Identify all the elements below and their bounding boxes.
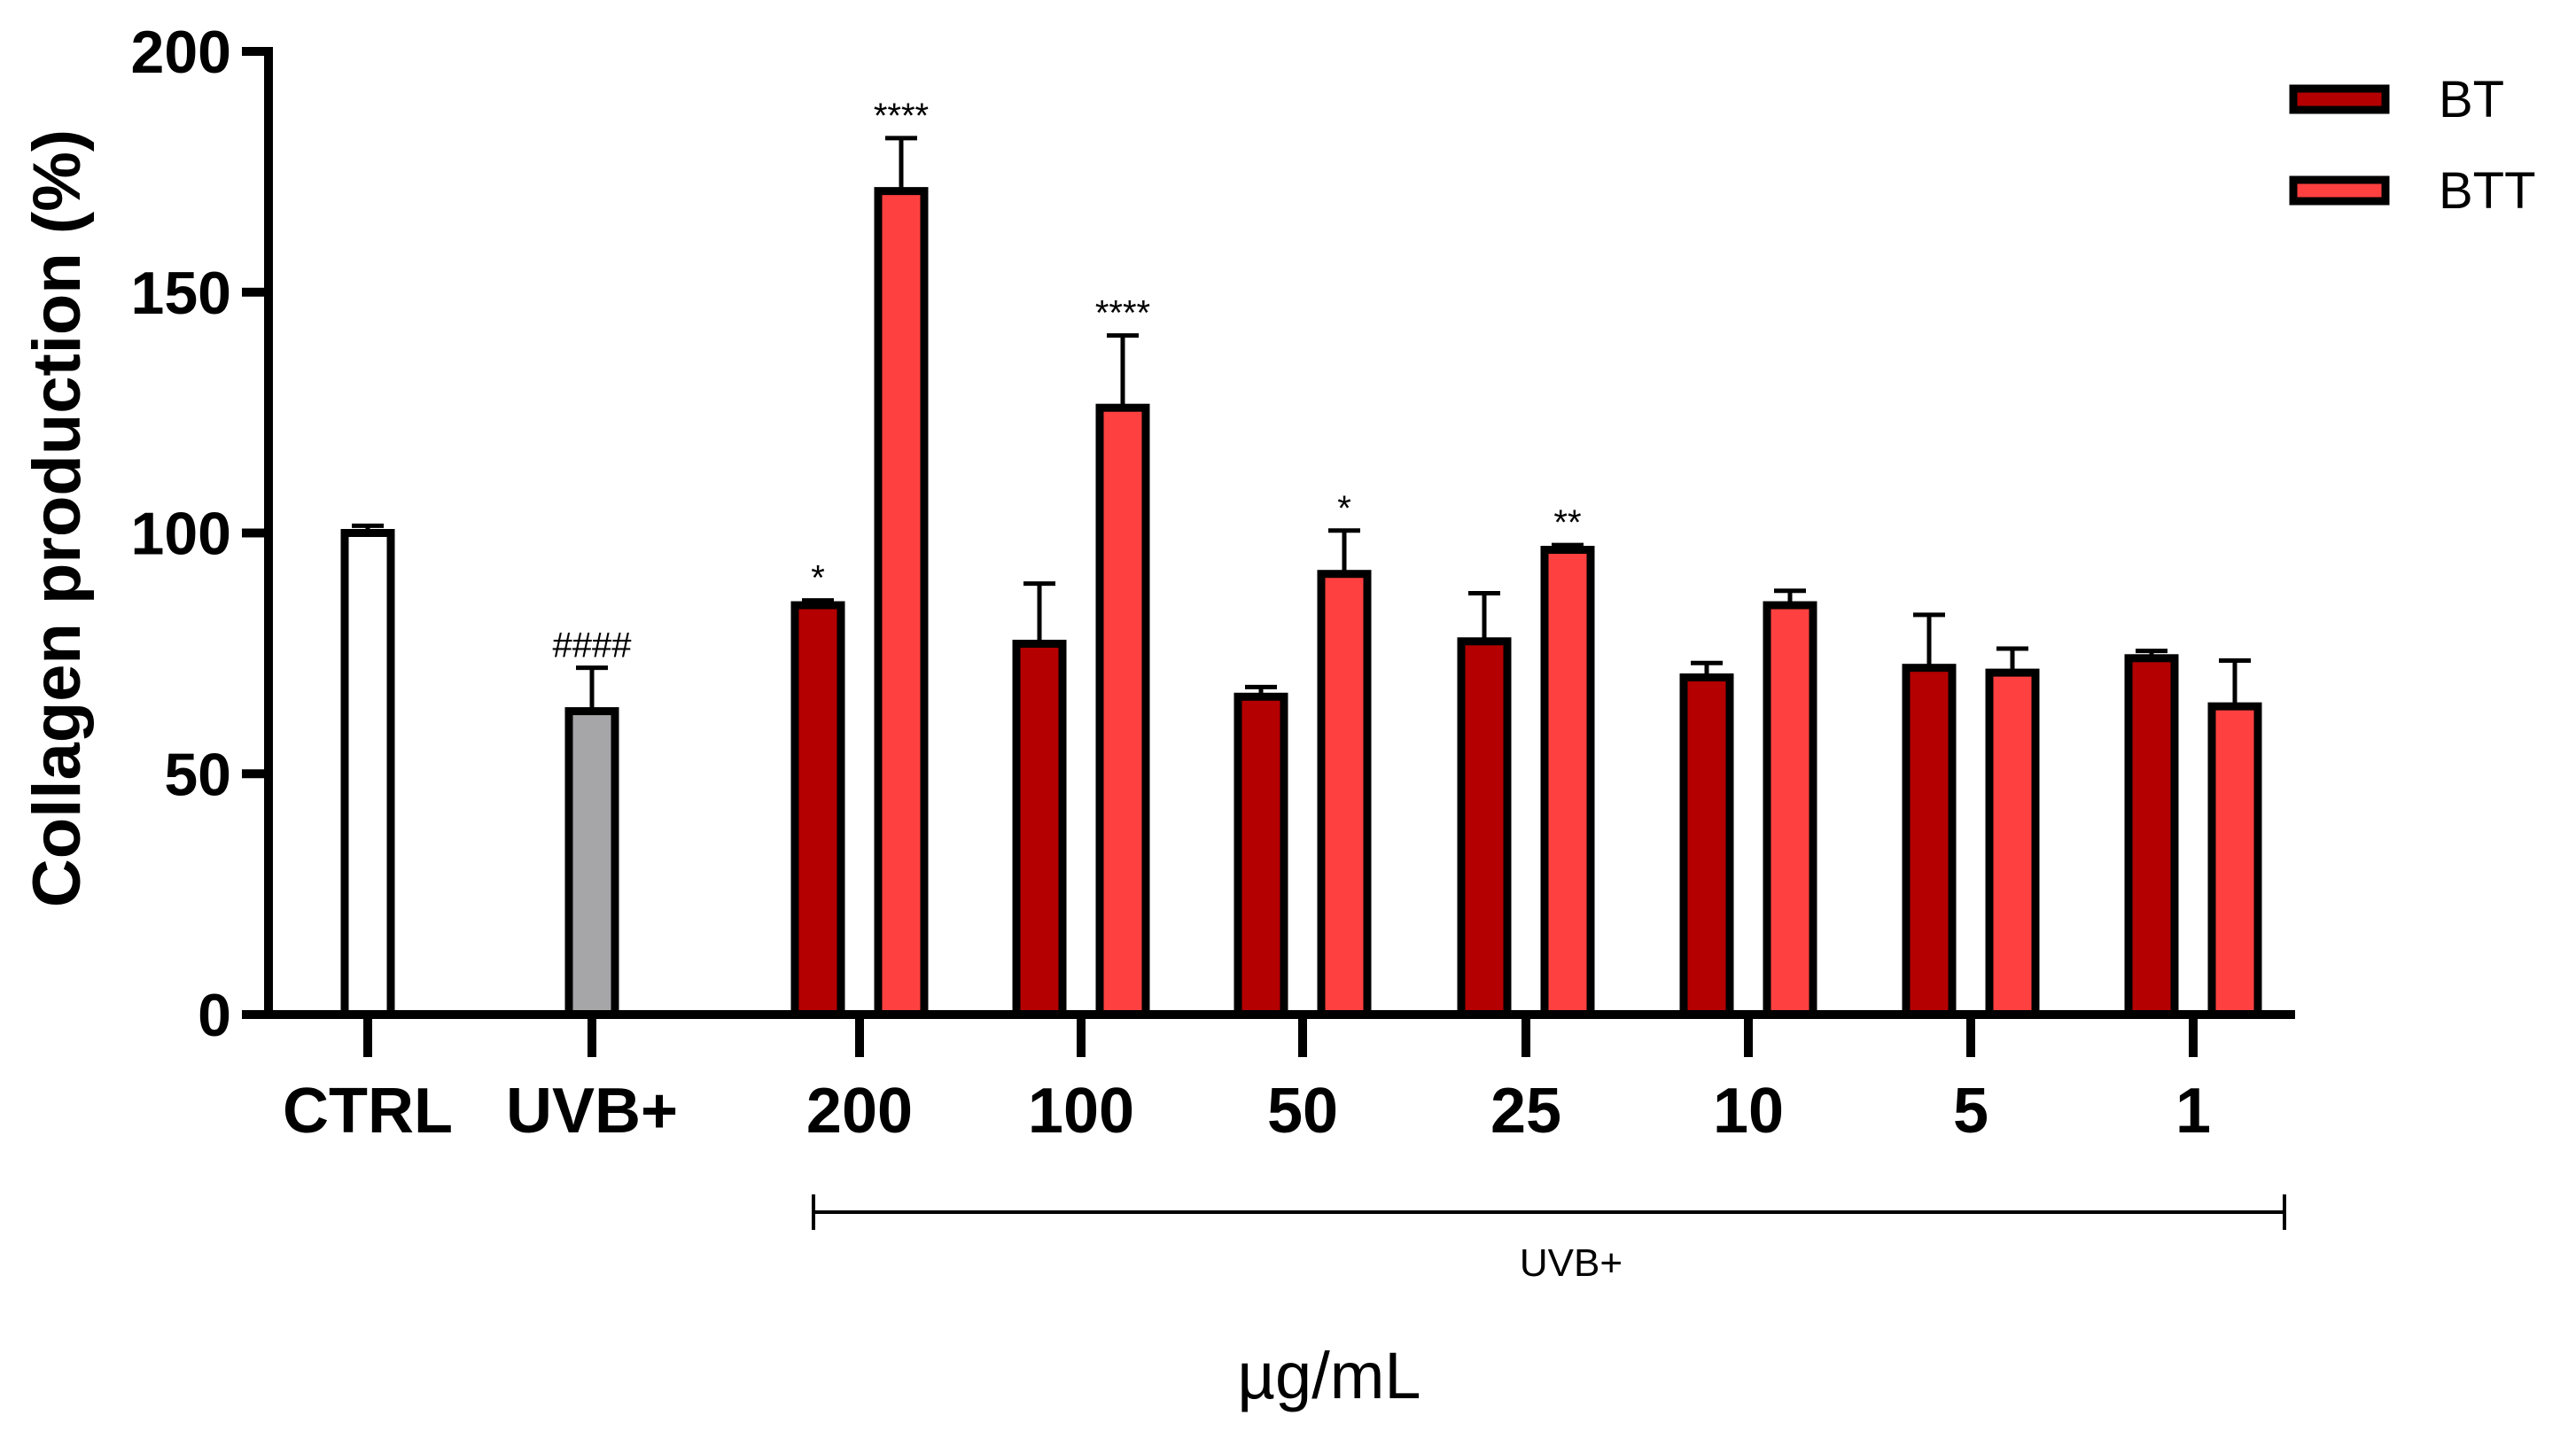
x-tick-label-25: 25 <box>1490 1076 1561 1147</box>
bar-bt-5 <box>1902 664 1957 1019</box>
x-tick-label-5: 5 <box>1953 1076 1988 1147</box>
legend-label-btt: BTT <box>2439 162 2536 220</box>
sig-label-bt-200: * <box>811 559 825 598</box>
x-axis-title: µg/mL <box>1237 1339 1420 1412</box>
x-tick-label-200: 200 <box>806 1076 913 1147</box>
x-tick-label-100: 100 <box>1028 1076 1134 1147</box>
legend: BT BTT <box>2289 71 2536 220</box>
bar-bt-50 <box>1234 692 1288 1019</box>
bar-bt-25 <box>1457 637 1512 1019</box>
x-tick-label-CTRL: CTRL <box>283 1076 453 1147</box>
bar-btt-100 <box>1095 403 1150 1019</box>
sig-label-btt-200: **** <box>874 97 929 136</box>
bar-ctrl <box>340 529 395 1019</box>
y-tick-label-50: 50 <box>164 741 231 808</box>
y-axis-ticks: 0 50 100 150 200 <box>131 19 268 1049</box>
bar-btt-1 <box>2207 702 2262 1019</box>
bars <box>340 187 2262 1019</box>
bar-uvbplus <box>564 707 619 1019</box>
significance-labels: ####********** ** <box>553 97 1582 665</box>
x-tick-label-1: 1 <box>2175 1076 2211 1147</box>
y-tick-label-100: 100 <box>131 501 231 568</box>
legend-swatch-btt <box>2289 175 2390 206</box>
axes <box>264 47 2295 1057</box>
x-tick-label-UVB+: UVB+ <box>506 1076 678 1147</box>
sig-label-btt-25: ** <box>1553 503 1581 542</box>
bar-btt-50 <box>1317 570 1372 1019</box>
sig-label-uvbplus: #### <box>553 626 633 665</box>
bar-btt-5 <box>1985 668 2040 1019</box>
bar-bt-200 <box>790 601 845 1019</box>
bar-bt-100 <box>1012 640 1067 1019</box>
x-tick-label-10: 10 <box>1713 1076 1784 1147</box>
sig-label-btt-50: * <box>1337 489 1351 528</box>
bar-btt-200 <box>874 187 929 1019</box>
legend-label-bt: BT <box>2439 71 2504 128</box>
x-tick-labels: CTRL UVB+ 200 100 50 25 10 5 1 <box>283 1076 2211 1147</box>
bar-bt-10 <box>1679 673 1734 1019</box>
sig-label-btt-100: **** <box>1095 294 1150 333</box>
bar-btt-10 <box>1763 601 1817 1019</box>
error-bars <box>352 136 2251 712</box>
y-tick-label-200: 200 <box>131 19 231 86</box>
legend-swatch-bt <box>2289 84 2390 114</box>
bar-btt-25 <box>1540 546 1595 1019</box>
y-tick-label-150: 150 <box>131 260 231 327</box>
y-axis-title: Collagen production (%) <box>19 129 95 907</box>
bracket-label: UVB+ <box>1520 1241 1623 1285</box>
y-tick-label-0: 0 <box>198 982 231 1049</box>
x-tick-label-50: 50 <box>1267 1076 1338 1147</box>
bar-bt-1 <box>2124 654 2179 1019</box>
uvb-bracket <box>812 1194 2286 1230</box>
